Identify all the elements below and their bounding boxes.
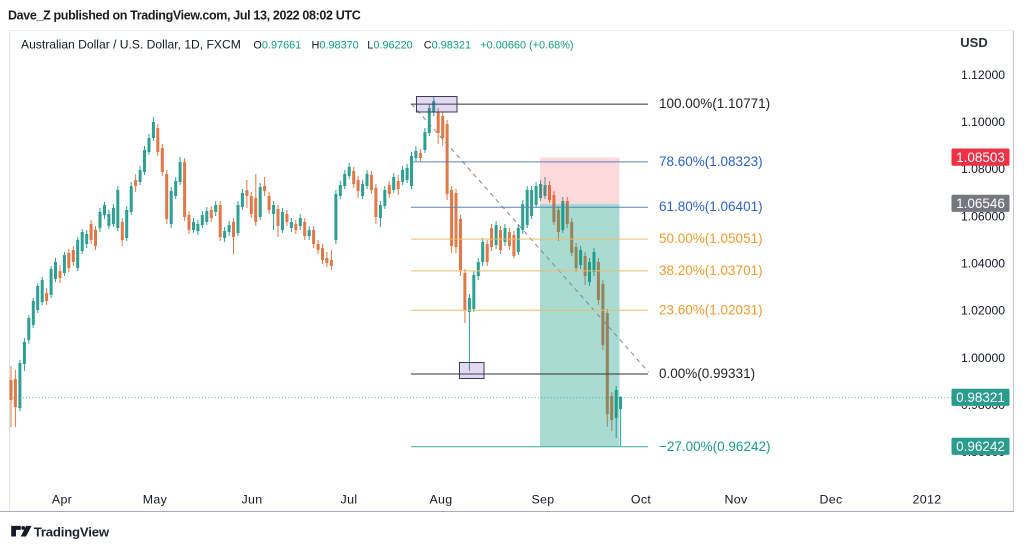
svg-text:1.02000: 1.02000 bbox=[961, 304, 1005, 318]
svg-text:−27.00%(0.96242): −27.00%(0.96242) bbox=[659, 439, 770, 454]
svg-text:1.08503: 1.08503 bbox=[956, 150, 1005, 165]
svg-text:Aug: Aug bbox=[429, 493, 452, 507]
svg-text:61.80%(1.06401): 61.80%(1.06401) bbox=[659, 199, 763, 214]
svg-text:Sep: Sep bbox=[531, 493, 554, 507]
svg-text:0.96242: 0.96242 bbox=[956, 439, 1005, 454]
svg-text:Jun: Jun bbox=[241, 493, 262, 507]
svg-text:C0.98321: C0.98321 bbox=[424, 39, 471, 51]
svg-text:0.98321: 0.98321 bbox=[956, 390, 1005, 405]
svg-text:O0.97661: O0.97661 bbox=[253, 39, 301, 51]
svg-text:Australian Dollar / U.S. Dolla: Australian Dollar / U.S. Dollar, 1D, FXC… bbox=[21, 37, 241, 51]
svg-text:TradingView: TradingView bbox=[34, 525, 110, 540]
svg-text:23.60%(1.02031): 23.60%(1.02031) bbox=[659, 302, 763, 317]
svg-text:100.00%(1.10771): 100.00%(1.10771) bbox=[659, 96, 770, 111]
svg-text:1.06546: 1.06546 bbox=[956, 196, 1005, 211]
svg-text:1.00000: 1.00000 bbox=[961, 351, 1005, 365]
svg-text:Dave_Z published on TradingVie: Dave_Z published on TradingView.com, Jul… bbox=[8, 8, 361, 22]
svg-text:0.00%(0.99331): 0.00%(0.99331) bbox=[659, 366, 755, 381]
svg-text:Nov: Nov bbox=[724, 493, 748, 507]
svg-text:May: May bbox=[143, 493, 168, 507]
svg-text:Dec: Dec bbox=[819, 493, 842, 507]
svg-text:Jul: Jul bbox=[341, 493, 358, 507]
svg-text:H0.98370: H0.98370 bbox=[312, 39, 359, 51]
svg-text:38.20%(1.03701): 38.20%(1.03701) bbox=[659, 263, 763, 278]
svg-text:2012: 2012 bbox=[913, 493, 942, 507]
svg-text:1.10000: 1.10000 bbox=[961, 115, 1005, 129]
svg-text:Apr: Apr bbox=[52, 493, 72, 507]
svg-text:1.06000: 1.06000 bbox=[961, 209, 1005, 223]
svg-text:Oct: Oct bbox=[631, 493, 652, 507]
svg-text:L0.96220: L0.96220 bbox=[367, 39, 412, 51]
svg-text:1.04000: 1.04000 bbox=[961, 257, 1005, 271]
svg-text:+0.00660 (+0.68%): +0.00660 (+0.68%) bbox=[480, 39, 573, 51]
svg-text:USD: USD bbox=[960, 35, 987, 50]
svg-text:78.60%(1.08323): 78.60%(1.08323) bbox=[659, 154, 763, 169]
svg-text:50.00%(1.05051): 50.00%(1.05051) bbox=[659, 231, 763, 246]
svg-text:1.12000: 1.12000 bbox=[961, 68, 1005, 82]
